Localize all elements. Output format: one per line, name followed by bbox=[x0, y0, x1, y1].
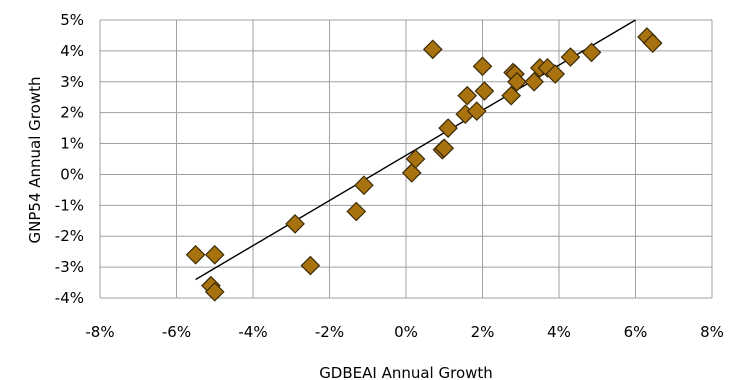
data-point bbox=[401, 163, 422, 183]
x-tick-label: 8% bbox=[700, 323, 724, 341]
y-axis-tick-labels: -4% -3% -2% -1% 0% 1% 2% 3% 4% 5% bbox=[55, 11, 84, 307]
data-point bbox=[405, 149, 426, 169]
data-point bbox=[457, 85, 478, 106]
y-axis-title: GNP54 Annual Growth bbox=[26, 77, 44, 244]
y-tick-label: 1% bbox=[60, 135, 84, 153]
data-point bbox=[545, 64, 566, 84]
data-points bbox=[185, 27, 663, 302]
x-tick-label: 0% bbox=[394, 323, 418, 341]
data-point bbox=[474, 81, 495, 101]
data-point bbox=[507, 71, 527, 92]
y-tick-label: 3% bbox=[60, 73, 84, 91]
y-tick-label: 0% bbox=[60, 165, 84, 183]
data-point bbox=[285, 214, 305, 234]
data-point bbox=[185, 244, 206, 265]
data-point bbox=[472, 56, 493, 77]
y-tick-label: -2% bbox=[55, 227, 84, 245]
data-point bbox=[501, 85, 522, 106]
y-tick-label: 4% bbox=[60, 42, 84, 60]
x-axis-tick-labels: -8% -6% -4% -2% 0% 2% 4% 6% 8% bbox=[85, 323, 724, 341]
data-point bbox=[466, 101, 487, 121]
y-tick-label: -3% bbox=[55, 258, 84, 276]
data-point bbox=[524, 71, 544, 92]
data-point bbox=[642, 33, 663, 54]
y-tick-label: -1% bbox=[55, 196, 84, 214]
data-point bbox=[438, 118, 458, 138]
data-point bbox=[346, 201, 367, 222]
y-tick-label: 2% bbox=[60, 104, 84, 122]
y-tick-label: 5% bbox=[60, 11, 84, 29]
x-axis-title: GDBEAI Annual Growth bbox=[319, 364, 493, 380]
x-tick-label: -8% bbox=[85, 323, 114, 341]
data-point bbox=[204, 244, 225, 265]
x-tick-label: 4% bbox=[547, 323, 571, 341]
data-point bbox=[354, 175, 374, 196]
data-point bbox=[300, 255, 321, 276]
x-tick-label: 2% bbox=[471, 323, 495, 341]
data-point bbox=[560, 47, 581, 67]
data-point bbox=[581, 42, 602, 63]
data-point bbox=[422, 39, 443, 60]
x-tick-label: 6% bbox=[624, 323, 648, 341]
y-tick-label: -4% bbox=[55, 289, 84, 307]
data-point bbox=[204, 281, 225, 302]
data-point bbox=[434, 138, 455, 159]
x-tick-label: -6% bbox=[162, 323, 191, 341]
x-tick-label: -2% bbox=[315, 323, 344, 341]
x-tick-label: -4% bbox=[238, 323, 267, 341]
